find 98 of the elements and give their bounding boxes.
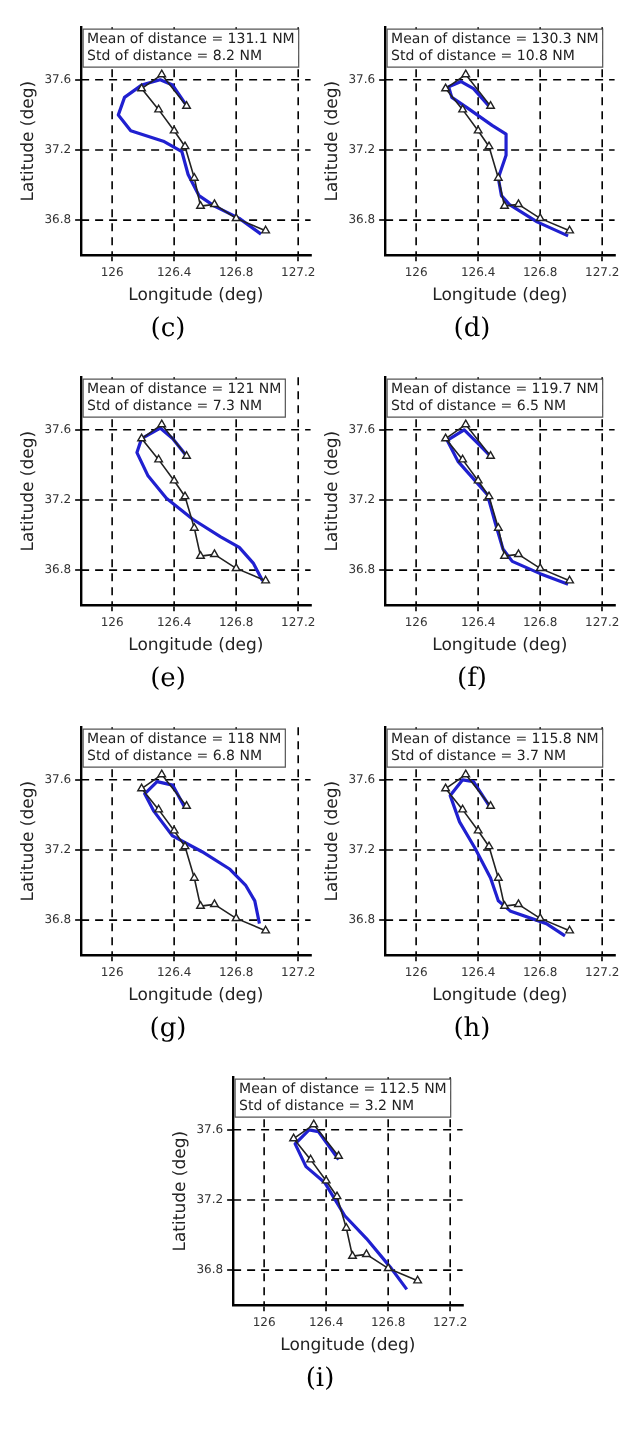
text: (g) bbox=[149, 1014, 187, 1044]
point bbox=[341, 1222, 351, 1231]
point bbox=[189, 872, 199, 881]
point bbox=[169, 825, 179, 834]
point bbox=[231, 913, 241, 922]
point bbox=[458, 104, 468, 113]
point bbox=[334, 1151, 344, 1160]
point bbox=[500, 900, 510, 909]
y-axis-title: Latitude (deg) bbox=[18, 80, 39, 202]
point bbox=[137, 83, 147, 92]
point bbox=[157, 419, 167, 428]
point bbox=[154, 804, 164, 813]
point bbox=[513, 899, 523, 908]
point bbox=[565, 575, 575, 584]
point bbox=[486, 801, 496, 810]
point bbox=[261, 925, 271, 934]
point bbox=[348, 1250, 358, 1259]
point bbox=[196, 900, 206, 909]
point bbox=[441, 83, 451, 92]
point bbox=[500, 550, 510, 559]
point bbox=[484, 141, 494, 150]
x-axis-title: Longitude (deg) bbox=[128, 986, 264, 1007]
point bbox=[189, 172, 199, 181]
point bbox=[473, 825, 483, 834]
y-axis-title: Latitude (deg) bbox=[322, 430, 343, 552]
point bbox=[209, 549, 219, 558]
point bbox=[261, 575, 271, 584]
x-axis-title: Longitude (deg) bbox=[280, 1336, 416, 1357]
point bbox=[180, 841, 190, 850]
point bbox=[458, 454, 468, 463]
text: (i) bbox=[305, 1364, 335, 1394]
point bbox=[473, 125, 483, 134]
point bbox=[289, 1133, 299, 1142]
text: (d) bbox=[453, 314, 491, 344]
point bbox=[169, 125, 179, 134]
point bbox=[189, 522, 199, 531]
point bbox=[484, 841, 494, 850]
point bbox=[535, 213, 545, 222]
point bbox=[473, 475, 483, 484]
point bbox=[332, 1191, 342, 1200]
point bbox=[535, 913, 545, 922]
point bbox=[461, 419, 471, 428]
y-axis-title: Latitude (deg) bbox=[170, 1130, 191, 1252]
point bbox=[154, 104, 164, 113]
y-axis-title: Latitude (deg) bbox=[18, 430, 39, 552]
text: (h) bbox=[453, 1014, 491, 1044]
point bbox=[157, 769, 167, 778]
point bbox=[461, 69, 471, 78]
point bbox=[486, 451, 496, 460]
point bbox=[182, 451, 192, 460]
point bbox=[137, 433, 147, 442]
point bbox=[484, 491, 494, 500]
point bbox=[413, 1275, 423, 1284]
y-axis-title: Latitude (deg) bbox=[322, 780, 343, 902]
point bbox=[196, 550, 206, 559]
point bbox=[182, 801, 192, 810]
point bbox=[535, 563, 545, 572]
x-axis-title: Longitude (deg) bbox=[432, 636, 568, 657]
point bbox=[137, 783, 147, 792]
point bbox=[231, 213, 241, 222]
point bbox=[493, 172, 503, 181]
point bbox=[157, 69, 167, 78]
point bbox=[182, 101, 192, 110]
point bbox=[209, 199, 219, 208]
y-axis-title: Latitude (deg) bbox=[18, 780, 39, 902]
point bbox=[306, 1154, 316, 1163]
x-axis-title: Longitude (deg) bbox=[128, 286, 264, 307]
point bbox=[169, 475, 179, 484]
point bbox=[493, 872, 503, 881]
x-axis-title: Longitude (deg) bbox=[432, 986, 568, 1007]
point bbox=[500, 200, 510, 209]
point bbox=[513, 199, 523, 208]
point bbox=[261, 225, 271, 234]
point bbox=[209, 899, 219, 908]
point bbox=[458, 804, 468, 813]
point bbox=[361, 1249, 371, 1258]
point bbox=[196, 200, 206, 209]
point bbox=[231, 563, 241, 572]
text: (f) bbox=[457, 664, 487, 694]
point bbox=[383, 1263, 393, 1272]
point bbox=[461, 769, 471, 778]
point bbox=[321, 1175, 331, 1184]
point bbox=[486, 101, 496, 110]
point bbox=[565, 925, 575, 934]
point bbox=[513, 549, 523, 558]
text: (e) bbox=[150, 664, 186, 694]
point bbox=[493, 522, 503, 531]
point bbox=[180, 141, 190, 150]
y-axis-title: Latitude (deg) bbox=[322, 80, 343, 202]
text: (c) bbox=[150, 314, 186, 344]
x-axis-title: Longitude (deg) bbox=[432, 286, 568, 307]
x-axis-title: Longitude (deg) bbox=[128, 636, 264, 657]
point bbox=[441, 783, 451, 792]
point bbox=[180, 491, 190, 500]
point bbox=[309, 1119, 319, 1128]
point bbox=[441, 433, 451, 442]
point bbox=[565, 225, 575, 234]
point bbox=[154, 454, 164, 463]
